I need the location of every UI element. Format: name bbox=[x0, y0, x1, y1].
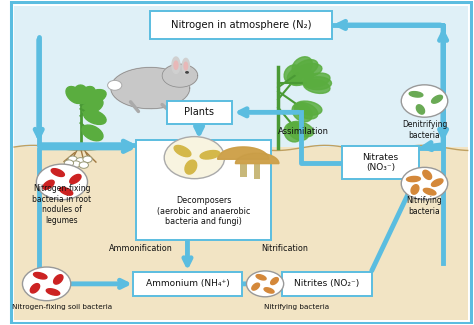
Polygon shape bbox=[83, 110, 106, 124]
Text: Nitrites (NO₂⁻): Nitrites (NO₂⁻) bbox=[294, 280, 359, 288]
FancyBboxPatch shape bbox=[166, 101, 232, 124]
Polygon shape bbox=[294, 59, 318, 76]
Circle shape bbox=[401, 167, 448, 200]
FancyBboxPatch shape bbox=[239, 159, 247, 177]
Circle shape bbox=[164, 136, 225, 179]
Circle shape bbox=[22, 267, 71, 301]
Circle shape bbox=[68, 156, 77, 162]
FancyBboxPatch shape bbox=[133, 272, 242, 296]
Circle shape bbox=[83, 156, 92, 162]
Text: Nitrates
(NO₃⁻): Nitrates (NO₃⁻) bbox=[362, 153, 399, 172]
Polygon shape bbox=[287, 67, 309, 84]
Polygon shape bbox=[82, 125, 103, 141]
Polygon shape bbox=[287, 122, 309, 140]
FancyBboxPatch shape bbox=[150, 11, 331, 39]
Polygon shape bbox=[82, 98, 103, 114]
Polygon shape bbox=[284, 65, 303, 84]
Text: Nitrogen-fixing soil bacteria: Nitrogen-fixing soil bacteria bbox=[12, 304, 112, 309]
Polygon shape bbox=[218, 147, 269, 159]
FancyBboxPatch shape bbox=[254, 163, 260, 179]
Polygon shape bbox=[264, 288, 274, 293]
Polygon shape bbox=[236, 153, 279, 163]
Polygon shape bbox=[416, 105, 425, 114]
Polygon shape bbox=[78, 86, 95, 103]
FancyBboxPatch shape bbox=[11, 2, 471, 323]
Circle shape bbox=[76, 158, 85, 164]
Polygon shape bbox=[60, 187, 73, 195]
Polygon shape bbox=[83, 90, 106, 104]
Text: Nitrifying bacteria: Nitrifying bacteria bbox=[264, 304, 329, 309]
Circle shape bbox=[64, 160, 73, 166]
FancyBboxPatch shape bbox=[14, 147, 468, 320]
Text: Assimilation: Assimilation bbox=[278, 127, 329, 136]
Polygon shape bbox=[292, 103, 312, 122]
Text: Plants: Plants bbox=[184, 107, 214, 117]
Polygon shape bbox=[184, 62, 188, 70]
Polygon shape bbox=[70, 175, 81, 184]
Polygon shape bbox=[34, 272, 47, 279]
Polygon shape bbox=[172, 57, 180, 73]
Polygon shape bbox=[295, 63, 322, 77]
Polygon shape bbox=[185, 160, 197, 174]
Polygon shape bbox=[174, 61, 178, 69]
Text: Ammonification: Ammonification bbox=[109, 244, 173, 253]
Polygon shape bbox=[218, 147, 269, 159]
FancyBboxPatch shape bbox=[14, 6, 468, 148]
Text: Nitrification: Nitrification bbox=[262, 244, 309, 253]
Polygon shape bbox=[294, 103, 318, 119]
Text: Nitrogen-fixing
bacteria in root
nodules of
legumes: Nitrogen-fixing bacteria in root nodules… bbox=[32, 185, 91, 225]
Polygon shape bbox=[292, 57, 312, 75]
Polygon shape bbox=[271, 278, 278, 285]
Polygon shape bbox=[289, 70, 314, 85]
Polygon shape bbox=[289, 121, 314, 137]
Polygon shape bbox=[284, 123, 303, 142]
Text: Denitrifying
bacteria: Denitrifying bacteria bbox=[402, 121, 447, 140]
Polygon shape bbox=[423, 170, 432, 179]
Polygon shape bbox=[51, 169, 64, 176]
Circle shape bbox=[401, 85, 448, 117]
Polygon shape bbox=[432, 95, 443, 103]
Polygon shape bbox=[252, 283, 259, 290]
Text: Decomposers
(aerobic and anaerobic
bacteria and fungi): Decomposers (aerobic and anaerobic bacte… bbox=[157, 196, 250, 226]
Circle shape bbox=[79, 162, 89, 168]
Polygon shape bbox=[66, 86, 83, 103]
Circle shape bbox=[36, 164, 88, 200]
Text: Nitrifying
bacteria: Nitrifying bacteria bbox=[407, 197, 442, 216]
Polygon shape bbox=[162, 64, 198, 87]
Polygon shape bbox=[174, 145, 191, 157]
Circle shape bbox=[185, 71, 189, 74]
Polygon shape bbox=[409, 92, 423, 97]
Polygon shape bbox=[411, 185, 419, 194]
Polygon shape bbox=[111, 68, 190, 109]
Circle shape bbox=[71, 161, 81, 167]
Polygon shape bbox=[295, 101, 322, 115]
Polygon shape bbox=[30, 284, 40, 293]
Polygon shape bbox=[256, 275, 266, 280]
Polygon shape bbox=[303, 79, 330, 93]
Text: Nitrogen in atmosphere (N₂): Nitrogen in atmosphere (N₂) bbox=[171, 20, 311, 30]
Polygon shape bbox=[236, 153, 279, 163]
Polygon shape bbox=[43, 180, 54, 189]
Polygon shape bbox=[431, 179, 443, 186]
FancyBboxPatch shape bbox=[282, 272, 372, 296]
Polygon shape bbox=[303, 73, 330, 87]
Polygon shape bbox=[304, 77, 331, 90]
Polygon shape bbox=[73, 85, 88, 103]
FancyBboxPatch shape bbox=[342, 146, 419, 179]
Text: Ammonium (NH₄⁺): Ammonium (NH₄⁺) bbox=[146, 280, 229, 288]
Polygon shape bbox=[200, 150, 220, 159]
Polygon shape bbox=[423, 188, 436, 195]
Polygon shape bbox=[46, 289, 60, 295]
Circle shape bbox=[246, 271, 283, 297]
Polygon shape bbox=[54, 275, 63, 284]
Circle shape bbox=[108, 80, 122, 90]
Polygon shape bbox=[182, 58, 190, 74]
Polygon shape bbox=[407, 176, 420, 182]
FancyBboxPatch shape bbox=[137, 140, 271, 240]
